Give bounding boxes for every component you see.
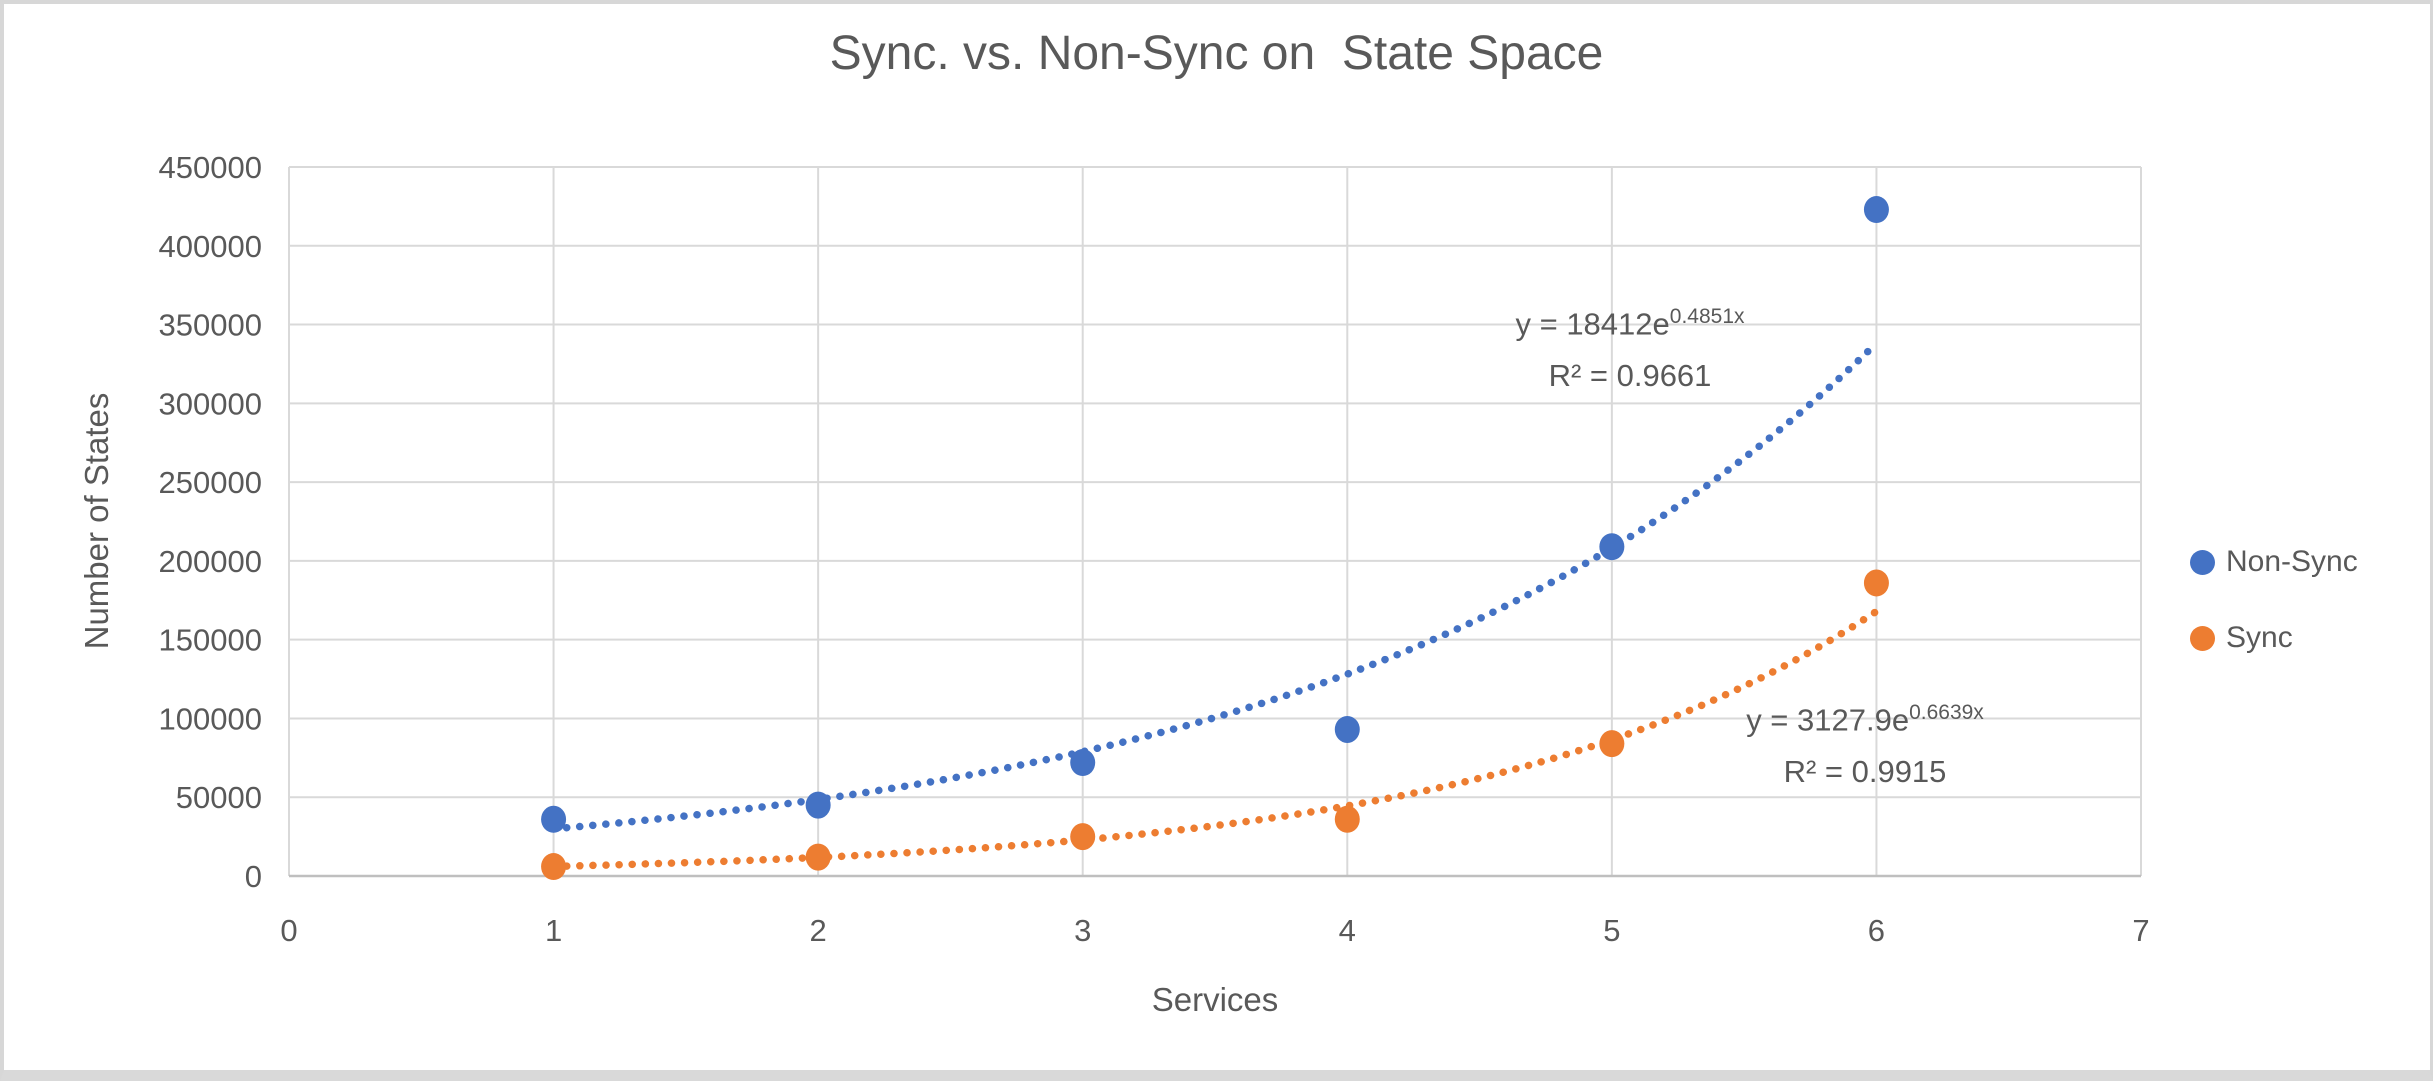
x-tick-label: 7 (2132, 913, 2149, 948)
equation-line: y = 3127.9e0.6639x (1746, 701, 1984, 738)
data-point-sync[interactable] (541, 853, 567, 881)
x-tick-label: 0 (280, 913, 297, 948)
legend: Non-Sync Sync (2190, 545, 2358, 698)
x-tick-label: 3 (1074, 913, 1091, 948)
legend-item-sync[interactable]: Sync (2190, 621, 2358, 654)
x-axis-title: Services (1151, 981, 1279, 1018)
equation-line: y = 18412e0.4851x (1515, 305, 1745, 342)
data-point-sync[interactable] (805, 843, 831, 871)
x-tick-label: 4 (1339, 913, 1356, 948)
legend-label-non-sync: Non-Sync (2226, 545, 2358, 578)
x-tick-label: 6 (1868, 913, 1885, 948)
legend-item-non-sync[interactable]: Non-Sync (2190, 545, 2358, 578)
y-tick-label: 400000 (159, 229, 262, 264)
trendline-equation-sync[interactable]: y = 3127.9e0.6639x R² = 0.9915 (1680, 687, 2050, 798)
data-point-sync[interactable] (1599, 730, 1625, 758)
y-tick-label: 50000 (176, 780, 262, 815)
trendline-non-sync[interactable] (549, 339, 1881, 833)
x-tick-label: 1 (545, 913, 562, 948)
r-squared-line: R² = 0.9915 (1783, 754, 1947, 790)
trendline-sync[interactable] (549, 607, 1881, 871)
y-tick-label: 0 (245, 859, 262, 894)
data-point-non-sync[interactable] (805, 791, 831, 819)
y-tick-label: 100000 (159, 701, 262, 736)
r-squared-line: R² = 0.9661 (1548, 358, 1712, 394)
data-point-non-sync[interactable] (541, 805, 567, 833)
y-axis-title: Number of States (78, 392, 115, 650)
legend-label-sync: Sync (2226, 621, 2293, 654)
chart-title[interactable]: Sync. vs. Non-Sync on State Space (829, 27, 1604, 80)
x-tick-label: 5 (1603, 913, 1620, 948)
y-tick-label: 450000 (159, 150, 262, 185)
data-point-non-sync[interactable] (1599, 533, 1625, 561)
data-point-non-sync[interactable] (1863, 196, 1889, 224)
y-tick-label: 300000 (159, 386, 262, 421)
y-tick-label: 350000 (159, 308, 262, 343)
x-tick-label: 2 (810, 913, 827, 948)
data-point-non-sync[interactable] (1334, 715, 1360, 743)
data-point-sync[interactable] (1334, 805, 1360, 833)
legend-marker-sync-icon (2190, 625, 2215, 651)
legend-marker-non-sync-icon (2190, 549, 2215, 575)
data-point-sync[interactable] (1070, 823, 1096, 851)
y-tick-label: 250000 (159, 465, 262, 500)
trendline-equation-non-sync[interactable]: y = 18412e0.4851x R² = 0.9661 (1445, 291, 1815, 402)
y-tick-label: 200000 (159, 544, 262, 579)
y-tick-label: 150000 (159, 623, 262, 658)
data-point-non-sync[interactable] (1070, 749, 1096, 777)
data-point-sync[interactable] (1863, 569, 1889, 597)
